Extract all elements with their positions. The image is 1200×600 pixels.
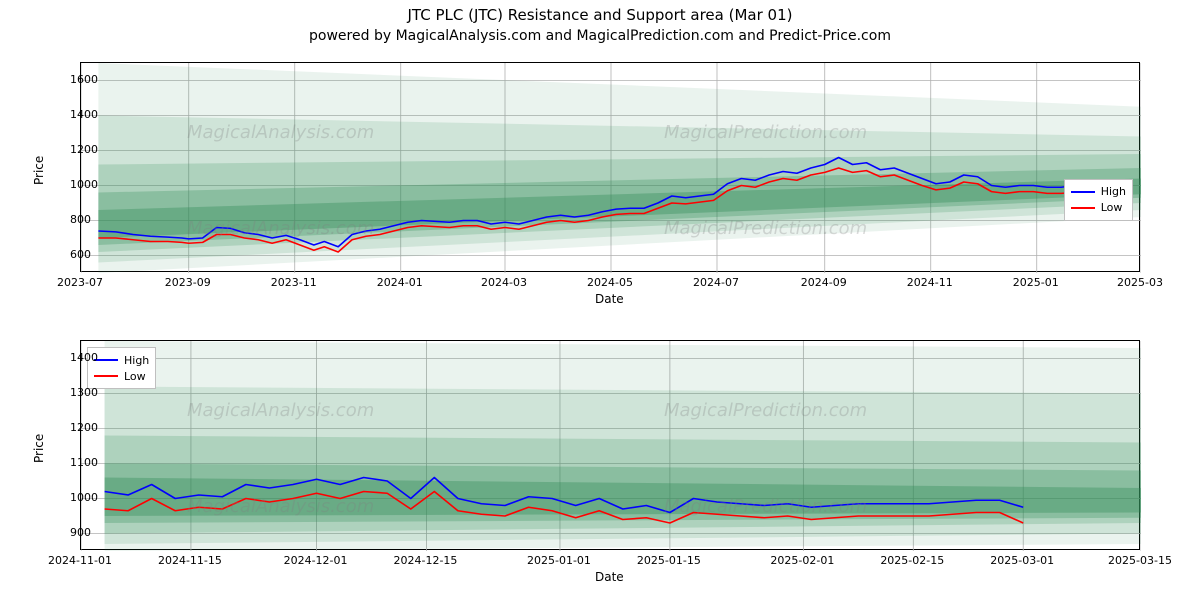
y-tick-label: 1200	[70, 143, 72, 156]
x-tick-label: 2024-12-01	[284, 554, 348, 567]
legend-label: High	[1101, 185, 1126, 198]
x-tick-label: 2023-11	[271, 276, 317, 289]
x-tick-label: 2025-02-15	[880, 554, 944, 567]
legend-item: Low	[94, 368, 149, 384]
y-tick-label: 1100	[70, 456, 72, 469]
x-tick-label: 2024-12-15	[394, 554, 458, 567]
y-axis-label: Price	[32, 434, 46, 463]
legend: High Low	[1064, 179, 1133, 221]
x-tick-label: 2025-03-15	[1108, 554, 1172, 567]
x-tick-label: 2025-03-01	[990, 554, 1054, 567]
chart-svg	[81, 341, 1141, 551]
y-tick-label: 1300	[70, 386, 72, 399]
chart-svg	[81, 63, 1141, 273]
legend-swatch	[1071, 191, 1095, 193]
x-tick-label: 2024-09	[801, 276, 847, 289]
x-tick-label: 2024-01	[377, 276, 423, 289]
x-tick-label: 2024-05	[587, 276, 633, 289]
y-tick-label: 1000	[70, 491, 72, 504]
x-tick-label: 2025-01-15	[637, 554, 701, 567]
y-axis-label: Price	[32, 156, 46, 185]
x-tick-label: 2025-01-01	[527, 554, 591, 567]
upper-chart-panel: HighLowMagicalAnalysis.comMagicalPredict…	[80, 62, 1140, 272]
x-tick-label: 2023-07	[57, 276, 103, 289]
x-tick-label: 2024-07	[693, 276, 739, 289]
legend-label: Low	[124, 370, 146, 383]
legend-item: High	[94, 352, 149, 368]
legend-item: Low	[1071, 200, 1126, 216]
chart-subtitle: powered by MagicalAnalysis.com and Magic…	[0, 28, 1200, 44]
legend-item: High	[1071, 184, 1126, 200]
x-axis-label: Date	[595, 292, 624, 306]
lower-chart-panel: HighLowMagicalAnalysis.comMagicalPredict…	[80, 340, 1140, 550]
legend-swatch	[94, 375, 118, 377]
figure: JTC PLC (JTC) Resistance and Support are…	[0, 0, 1200, 600]
y-tick-label: 800	[70, 213, 72, 226]
chart-title: JTC PLC (JTC) Resistance and Support are…	[0, 6, 1200, 24]
y-tick-label: 1400	[70, 108, 72, 121]
y-tick-label: 900	[70, 526, 72, 539]
x-tick-label: 2025-02-01	[770, 554, 834, 567]
x-tick-label: 2023-09	[165, 276, 211, 289]
x-tick-label: 2024-11-01	[48, 554, 112, 567]
y-tick-label: 1600	[70, 73, 72, 86]
x-tick-label: 2025-01	[1013, 276, 1059, 289]
y-tick-label: 1400	[70, 351, 72, 364]
x-tick-label: 2024-11	[907, 276, 953, 289]
x-tick-label: 2025-03	[1117, 276, 1163, 289]
x-tick-label: 2024-03	[481, 276, 527, 289]
x-tick-label: 2024-11-15	[158, 554, 222, 567]
legend-label: Low	[1101, 201, 1123, 214]
x-axis-label: Date	[595, 570, 624, 584]
legend-label: High	[124, 354, 149, 367]
y-tick-label: 600	[70, 248, 72, 261]
legend-swatch	[1071, 207, 1095, 209]
y-tick-label: 1000	[70, 178, 72, 191]
y-tick-label: 1200	[70, 421, 72, 434]
